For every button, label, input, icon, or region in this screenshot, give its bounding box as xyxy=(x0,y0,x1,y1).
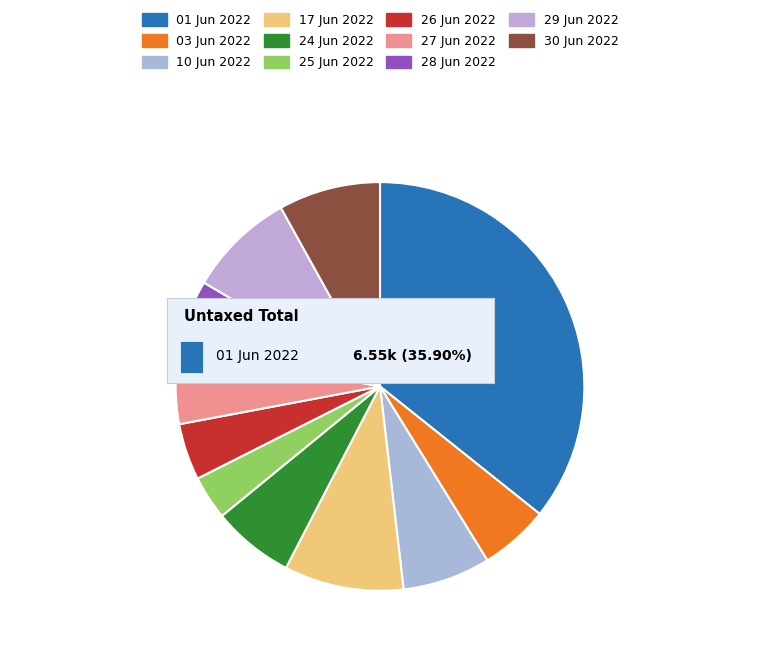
Wedge shape xyxy=(176,348,380,424)
Wedge shape xyxy=(179,282,380,386)
Text: Untaxed Total: Untaxed Total xyxy=(184,309,298,324)
Wedge shape xyxy=(204,208,380,386)
Wedge shape xyxy=(179,386,380,479)
Wedge shape xyxy=(380,386,487,590)
Wedge shape xyxy=(198,386,380,516)
Wedge shape xyxy=(286,386,404,591)
Wedge shape xyxy=(380,182,584,514)
Wedge shape xyxy=(380,386,540,560)
Wedge shape xyxy=(222,386,380,568)
Wedge shape xyxy=(281,182,380,386)
Text: 6.55k (35.90%): 6.55k (35.90%) xyxy=(353,349,473,363)
Legend: 01 Jun 2022, 03 Jun 2022, 10 Jun 2022, 17 Jun 2022, 24 Jun 2022, 25 Jun 2022, 26: 01 Jun 2022, 03 Jun 2022, 10 Jun 2022, 1… xyxy=(138,10,622,73)
Text: 01 Jun 2022: 01 Jun 2022 xyxy=(216,349,299,363)
FancyBboxPatch shape xyxy=(180,341,203,373)
